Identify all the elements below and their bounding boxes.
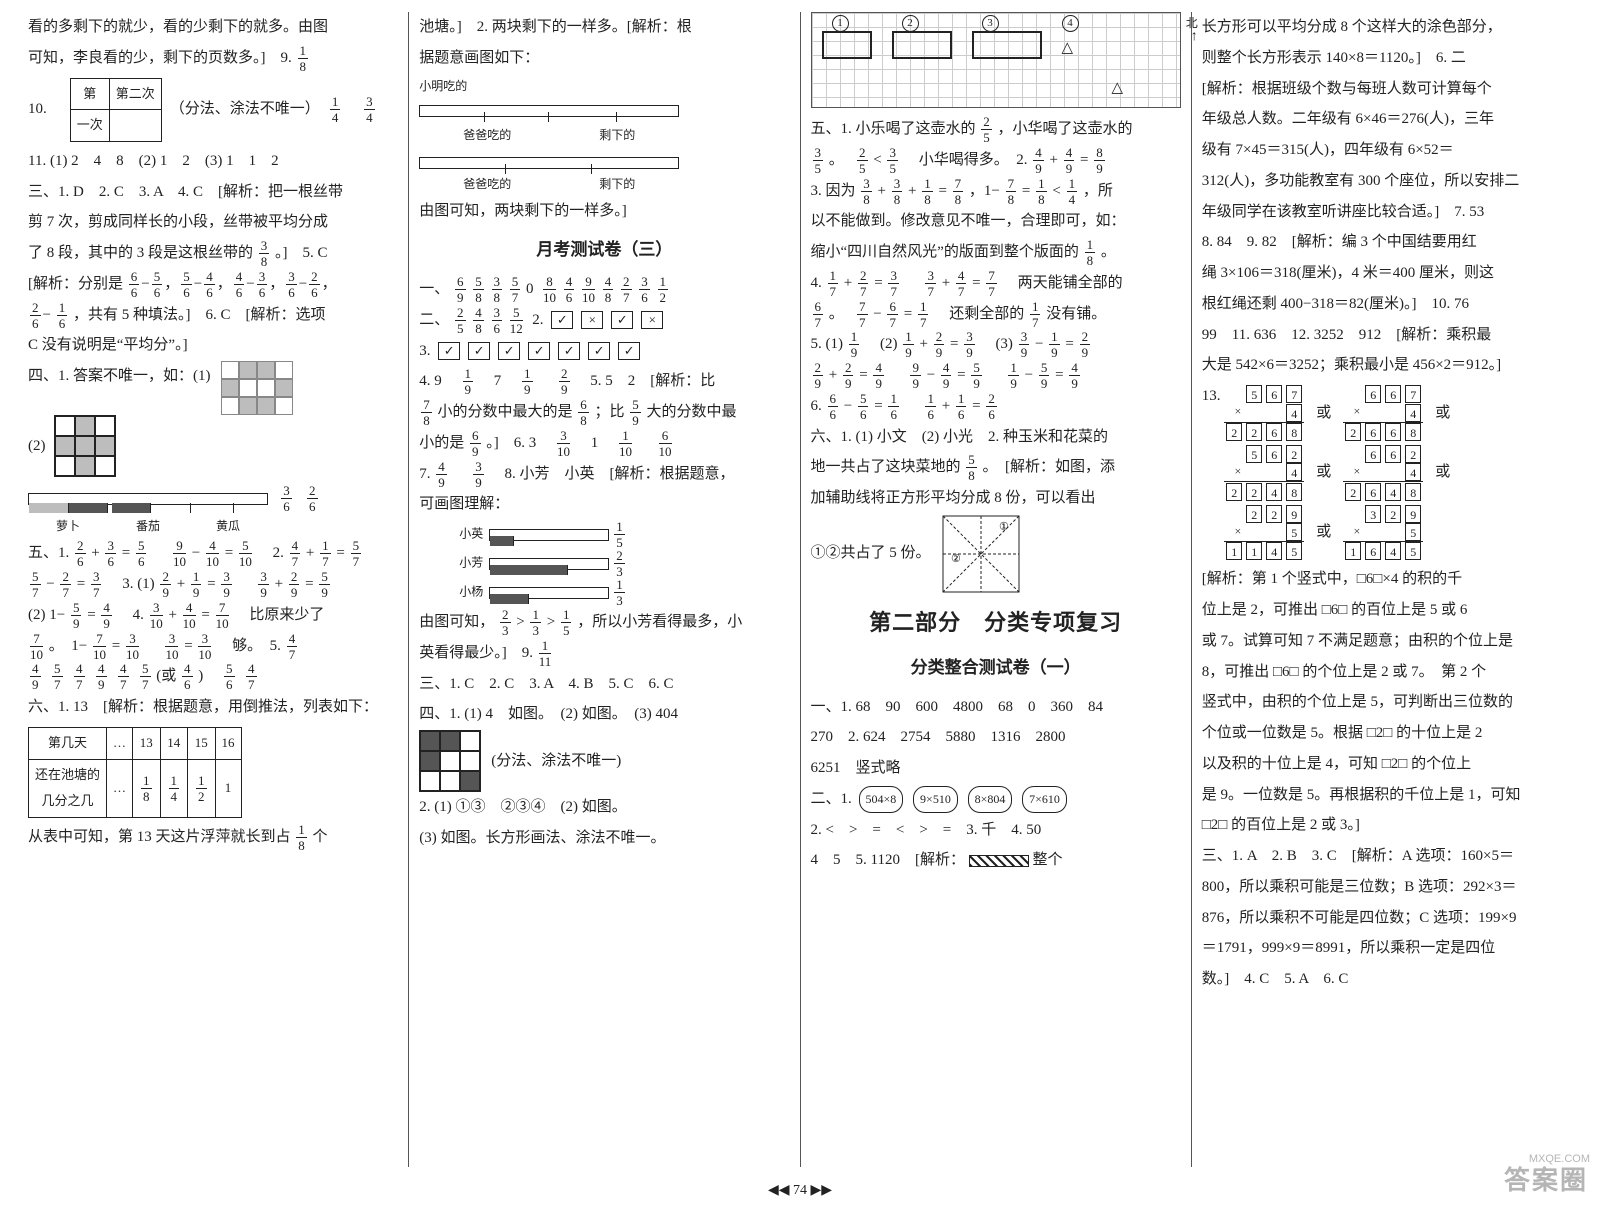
column-3: 北 ↑ 1 2 3 4 △ △ 五、1. 小乐喝了这壶水的 25 ，小华喝了这壶… <box>800 12 1191 1167</box>
text-line: 由图可知， 23 > 13 > 15 ，所以小芳看得最多，小 <box>419 607 789 638</box>
s2q7: 7. 49 39 8. 小芳 小英 [解析：根据题意， <box>419 459 789 490</box>
q10: 10. 第第二次 一次 （分法、涂法不唯一） 14 34 <box>28 74 398 146</box>
s2l6: 小的是 69 。] 6. 3 310 1 110 610 <box>419 428 789 459</box>
text-line: 英看得最少。] 9. 111 <box>419 638 789 669</box>
section3-line: 三、1. D 2. C 3. A 4. C [解析：把一根丝带 <box>28 177 398 208</box>
sec5-line1: 五、1. 26 + 36 = 56 910 − 410 = 510 2. 47 … <box>28 538 398 569</box>
text-line: [解析：分别是 66−56，56−46，46−36，36−26， <box>28 269 398 300</box>
s2q3: 3. ✓✓✓✓✓✓✓ <box>419 336 789 367</box>
text-line: C 没有说明是“平均分”。] <box>28 330 398 361</box>
sec6-last: 从表中可知，第 13 天这片浮萍就长到占 18 个 <box>28 822 398 853</box>
page-footer: ◀◀ 74 ▶▶ <box>0 1182 1600 1199</box>
svg-text:②: ② <box>951 553 961 565</box>
text-line: (3) 如图。长方形画法、涂法不唯一。 <box>419 823 789 854</box>
column-4: 长方形可以平均分成 8 个这样大的涂色部分， 则整个长方形表示 140×8＝11… <box>1191 12 1582 1167</box>
sec5-line3: (2) 1− 59 = 49 4. 310 + 410 = 710 比原来少了 <box>28 600 398 631</box>
s1: 一、 69 58 38 57 0 810 46 910 48 27 36 12 <box>419 274 789 305</box>
test3-title: 月考测试卷（三） <box>419 233 789 268</box>
part2-title: 第二部分 分类专项复习 <box>811 600 1181 645</box>
s2q4: 4. 9 19 7 19 29 5. 5 2 [解析：比 <box>419 366 789 397</box>
diagram-xm: 小明吃的 爸爸吃的剩下的 爸爸吃的剩下的 <box>419 74 789 197</box>
q11: 11. (1) 2 4 8 (2) 1 2 (3) 1 1 2 <box>28 146 398 177</box>
map-grid: 北 ↑ 1 2 3 4 △ △ <box>811 12 1181 108</box>
section4: 四、1. 答案不唯一，如：(1) <box>28 361 398 415</box>
square-svg: ① ② <box>941 514 1021 594</box>
text-line: 据题意画图如下： <box>419 43 789 74</box>
watermark-main: 答案圈 <box>1504 1160 1588 1197</box>
text-line: 26− 16 ，共有 5 种填法。] 6. C [解析：选项 <box>28 300 398 331</box>
fraction: 18 <box>298 44 309 73</box>
s2l5: 78 小的分数中最大的是 68 ；比 59 大的分数中最 <box>419 397 789 428</box>
column-2: 池塘。] 2. 两块剩下的一样多。[解析：根 据题意画图如下： 小明吃的 爸爸吃… <box>408 12 799 1167</box>
s5l1: 五、1. 小乐喝了这壶水的 25 ，小华喝了这壶水的 <box>811 114 1181 145</box>
square-diagram: ①②共占了 5 份。 ① ② <box>811 514 1181 594</box>
sec5-line2: 57 − 27 = 37 3. (1) 29 + 19 = 39 39 + 29… <box>28 569 398 600</box>
bar-chart: 小英 15 小芳 23 小杨 13 <box>419 520 789 607</box>
text-line: 了 8 段，其中的 3 段是这根丝带的 38 。] 5. C <box>28 238 398 269</box>
sec4-2: (2) <box>28 415 398 477</box>
text-line: 四、1. (1) 4 如图。 (2) 如图。 (3) 404 <box>419 699 789 730</box>
text-line: 看的多剩下的就少，看的少剩下的就多。由图 <box>28 12 398 43</box>
text-line: 三、1. C 2. C 3. A 4. B 5. C 6. C <box>419 669 789 700</box>
text-line: 可知，李良看的少，剩下的页数多。] 9. 18 <box>28 43 398 74</box>
grid-3x3 <box>54 415 116 477</box>
text-line: 剪 7 次，剪成同样长的小段，丝带被平均分成 <box>28 207 398 238</box>
text-line: 2. (1) ①③ ②③④ (2) 如图。 <box>419 792 789 823</box>
sec6-line: 六、1. 13 [解析：根据题意，用倒推法，列表如下： <box>28 692 398 723</box>
test1-title: 分类整合测试卷（一） <box>811 651 1181 686</box>
text-line: 池塘。] 2. 两块剩下的一样多。[解析：根 <box>419 12 789 43</box>
sec6-table: 第几天… 1314 1516 还在池塘的几分之几 … 18 14 12 1 <box>28 727 242 818</box>
sec5-line4: 710 。 1− 710 = 310 310 = 310 够。 5. 47 <box>28 631 398 662</box>
s4-fig: (分法、涂法不唯一) <box>419 730 789 792</box>
s2: 二、 25 48 36 512 2. ✓×✓× <box>419 305 789 336</box>
veg-bar: 36 26 萝卜番茄黄瓜 <box>28 483 398 538</box>
text-line: 可画图理解： <box>419 489 789 520</box>
text-line: 由图可知，两块剩下的一样多。] <box>419 196 789 227</box>
column-1: 看的多剩下的就少，看的少剩下的就多。由图 可知，李良看的少，剩下的页数多。] 9… <box>18 12 408 1167</box>
svg-text:①: ① <box>999 521 1009 533</box>
q10-table: 第第二次 一次 <box>70 78 162 142</box>
sec5-line5: 49 57 47 49 47 57 (或 46 ) 56 47 <box>28 661 398 692</box>
